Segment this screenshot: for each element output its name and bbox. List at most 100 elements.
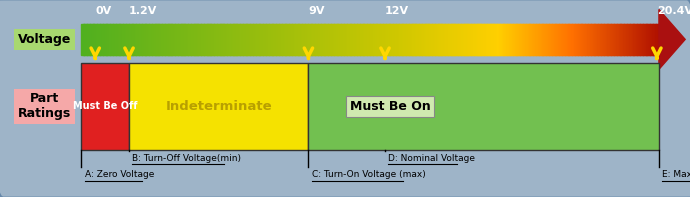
- Bar: [613, 24, 615, 55]
- Bar: [602, 24, 605, 55]
- Bar: [496, 24, 498, 55]
- Bar: [650, 24, 653, 55]
- Bar: [161, 24, 164, 55]
- Bar: [92, 24, 94, 55]
- Bar: [474, 24, 477, 55]
- Bar: [299, 24, 302, 55]
- Bar: [533, 24, 536, 55]
- Bar: [221, 24, 224, 55]
- Bar: [571, 24, 573, 55]
- Bar: [424, 24, 426, 55]
- Bar: [629, 24, 631, 55]
- Bar: [83, 24, 86, 55]
- Bar: [175, 24, 178, 55]
- Bar: [575, 24, 578, 55]
- Bar: [270, 24, 273, 55]
- Bar: [284, 24, 286, 55]
- Bar: [201, 24, 204, 55]
- Bar: [311, 24, 313, 55]
- Bar: [248, 24, 250, 55]
- Bar: [249, 24, 251, 55]
- Bar: [356, 24, 358, 55]
- Bar: [522, 24, 524, 55]
- Bar: [448, 24, 451, 55]
- Bar: [213, 24, 215, 55]
- Bar: [228, 24, 231, 55]
- Bar: [124, 24, 126, 55]
- Bar: [226, 24, 228, 55]
- Bar: [344, 24, 346, 55]
- Bar: [484, 24, 486, 55]
- Bar: [179, 24, 182, 55]
- Bar: [367, 24, 370, 55]
- Bar: [462, 24, 465, 55]
- Bar: [276, 24, 279, 55]
- Bar: [130, 24, 133, 55]
- Bar: [431, 24, 433, 55]
- Bar: [354, 24, 357, 55]
- Bar: [194, 24, 197, 55]
- Bar: [86, 24, 88, 55]
- Text: Indeterminate: Indeterminate: [166, 100, 272, 113]
- Bar: [93, 24, 95, 55]
- Bar: [432, 24, 435, 55]
- Bar: [504, 24, 507, 55]
- Bar: [656, 24, 658, 55]
- Bar: [373, 24, 375, 55]
- Bar: [334, 24, 337, 55]
- Bar: [154, 24, 156, 55]
- Bar: [220, 24, 222, 55]
- Bar: [240, 24, 243, 55]
- Bar: [322, 24, 325, 55]
- Bar: [157, 24, 159, 55]
- Bar: [396, 24, 399, 55]
- Bar: [518, 24, 520, 55]
- Bar: [164, 24, 166, 55]
- Bar: [395, 24, 397, 55]
- Bar: [308, 63, 659, 150]
- Bar: [598, 24, 601, 55]
- Bar: [475, 24, 478, 55]
- Bar: [606, 24, 608, 55]
- Bar: [595, 24, 598, 55]
- Bar: [380, 24, 383, 55]
- Bar: [235, 24, 237, 55]
- Bar: [260, 24, 263, 55]
- Bar: [561, 24, 563, 55]
- Bar: [155, 24, 157, 55]
- Bar: [265, 24, 267, 55]
- Bar: [639, 24, 641, 55]
- Text: 0V: 0V: [95, 6, 112, 16]
- Bar: [273, 24, 276, 55]
- Bar: [191, 24, 194, 55]
- Bar: [149, 24, 152, 55]
- Bar: [108, 24, 110, 55]
- Bar: [181, 24, 184, 55]
- Bar: [531, 24, 533, 55]
- Bar: [331, 24, 334, 55]
- Bar: [532, 24, 534, 55]
- Bar: [112, 24, 115, 55]
- Bar: [454, 24, 456, 55]
- Bar: [223, 24, 226, 55]
- Bar: [159, 24, 162, 55]
- Bar: [308, 24, 310, 55]
- Bar: [506, 24, 509, 55]
- Bar: [489, 24, 491, 55]
- Bar: [84, 24, 87, 55]
- Bar: [445, 24, 448, 55]
- Bar: [425, 24, 428, 55]
- Bar: [197, 24, 199, 55]
- Bar: [126, 24, 128, 55]
- Bar: [216, 24, 218, 55]
- Bar: [333, 24, 335, 55]
- Bar: [115, 24, 117, 55]
- Bar: [104, 24, 107, 55]
- Bar: [364, 24, 367, 55]
- Text: 20.4V: 20.4V: [657, 6, 690, 16]
- Bar: [535, 24, 538, 55]
- Bar: [545, 24, 547, 55]
- Bar: [538, 24, 540, 55]
- Bar: [198, 24, 201, 55]
- Bar: [327, 24, 329, 55]
